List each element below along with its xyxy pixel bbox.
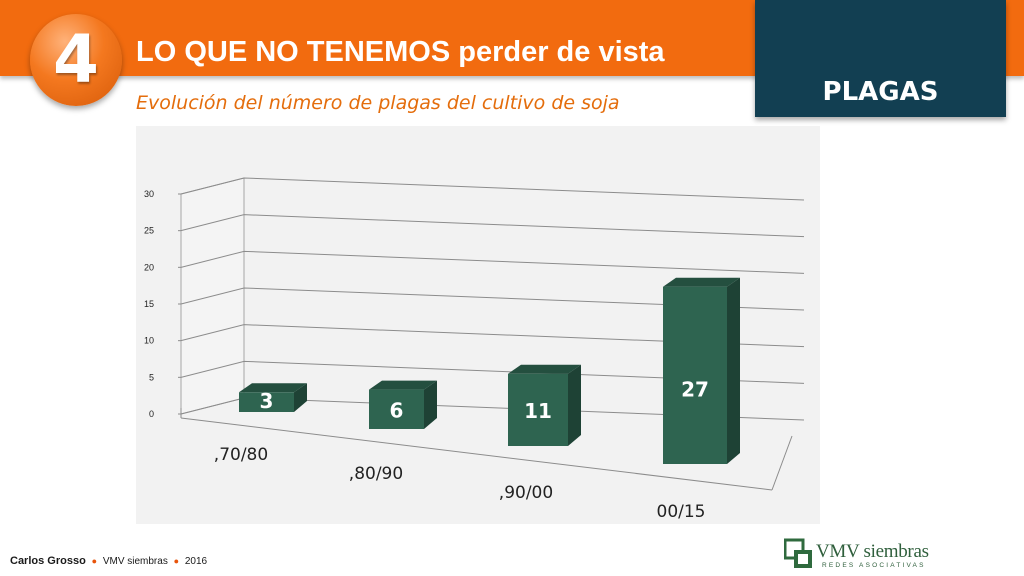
logo-squares-icon (784, 538, 812, 568)
bar (663, 286, 727, 464)
y-axis-tick-label: 30 (144, 189, 154, 199)
topic-tag-box: PLAGAS (755, 0, 1006, 117)
chart-area: 0 5 10 15 20 25 30 3 ,70/80 6 ,80/90 11 ,90/00 27 00/1… (136, 126, 820, 524)
bar (239, 392, 294, 412)
chart-floor-right-edge (771, 435, 793, 491)
footer-separator-dot: ● (173, 556, 180, 566)
page-title: LO QUE NO TENEMOS perder de vista (136, 36, 665, 68)
bar-side-face (294, 383, 307, 412)
bar-data-label: 3 (260, 389, 274, 413)
x-axis-category-label: 00/15 (657, 502, 706, 522)
bar-data-label: 11 (524, 399, 552, 423)
x-axis-category-label: ,80/90 (349, 464, 403, 484)
bar-data-label: 27 (681, 378, 709, 402)
logo-tagline: REDES ASOCIATIVAS (822, 562, 926, 569)
logo-name: VMV siembras (816, 541, 929, 562)
bar-top-face (369, 380, 437, 390)
gridline (180, 250, 805, 274)
bar-side-face (727, 277, 740, 464)
bar-side-face (424, 380, 437, 429)
y-axis-tick-label: 20 (144, 262, 154, 272)
vmv-logo: VMV siembras REDES ASOCIATIVAS (784, 538, 929, 572)
y-axis-tick-label: 5 (149, 372, 154, 382)
y-axis-tick-label: 25 (144, 226, 154, 236)
gridline (180, 177, 805, 201)
bar (508, 373, 568, 446)
bar-data-label: 6 (390, 398, 404, 422)
footer-separator-dot: ● (91, 556, 98, 566)
y-axis-tick-label: 0 (149, 409, 154, 419)
chart-floor-front-edge (180, 417, 773, 491)
x-axis-category-label: ,90/00 (499, 483, 553, 503)
section-number: 4 (53, 21, 99, 98)
section-number-badge: 4 (30, 14, 122, 106)
x-axis-category-label: ,70/80 (214, 445, 268, 465)
bar-top-face (508, 364, 581, 374)
footer-author: Carlos Grosso (10, 555, 86, 567)
bar-chart: 0 5 10 15 20 25 30 3 ,70/80 6 ,80/90 11 ,90/00 27 00/1… (144, 177, 805, 522)
gridline (180, 360, 805, 384)
bar-top-face (663, 277, 740, 287)
gridline (180, 324, 805, 348)
bar-top-face (239, 383, 307, 393)
footer: Carlos Grosso ● VMV siembras ● 2016 (10, 555, 207, 567)
page-subtitle: Evolución del número de plagas del culti… (136, 92, 620, 114)
bar (369, 389, 424, 429)
gridline (180, 214, 805, 238)
y-axis-tick-label: 10 (144, 336, 154, 346)
footer-org: VMV siembras (102, 556, 168, 567)
y-axis-tick-label: 15 (144, 299, 154, 309)
gridline (180, 287, 805, 311)
topic-tag-label: PLAGAS (822, 77, 939, 107)
bar-side-face (568, 364, 581, 446)
footer-year: 2016 (184, 556, 208, 567)
